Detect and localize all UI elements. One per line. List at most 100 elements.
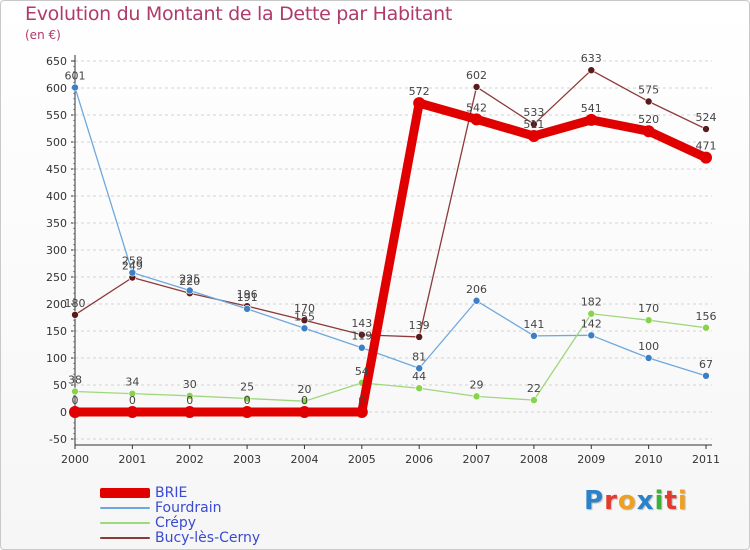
- data-label: 258: [122, 255, 143, 268]
- data-point: [243, 305, 251, 313]
- data-label: 220: [179, 275, 200, 288]
- data-label: 25: [240, 381, 254, 394]
- data-point: [71, 387, 79, 396]
- x-tick-label: 2010: [635, 453, 663, 466]
- x-tick-label: 2002: [176, 453, 204, 466]
- x-tick-label: 2000: [61, 453, 89, 466]
- proxiti-logo: Proxiti: [584, 486, 688, 516]
- data-point: [587, 309, 596, 318]
- data-point: [415, 333, 423, 341]
- data-label: 142: [581, 317, 602, 330]
- legend-label: Crépy: [155, 514, 197, 531]
- y-tick-label: 550: [46, 109, 67, 122]
- data-label: 572: [409, 85, 430, 98]
- data-point: [243, 394, 251, 403]
- data-label: 170: [294, 302, 315, 315]
- data-point: [298, 406, 311, 418]
- chart-subtitle: (en €): [25, 28, 61, 42]
- data-label: 225: [179, 273, 200, 286]
- logo-letter: r: [604, 486, 618, 516]
- legend-label: BRIE: [155, 484, 188, 501]
- data-point: [702, 125, 710, 133]
- logo-letter: P: [584, 486, 605, 516]
- x-tick-label: 2006: [405, 453, 433, 466]
- data-label: 81: [412, 350, 426, 363]
- data-label: 206: [466, 283, 487, 296]
- data-label: 180: [65, 297, 86, 310]
- data-point: [128, 389, 137, 398]
- data-label: 0: [244, 394, 251, 407]
- data-label: 0: [186, 394, 193, 407]
- data-point: [702, 323, 710, 332]
- data-point: [415, 364, 423, 373]
- chart-legend: BRIE Fourdrain Crépy Bucy-lès-Cerny: [100, 484, 261, 546]
- data-label: 155: [294, 310, 315, 323]
- x-tick-label: 2009: [577, 453, 605, 466]
- data-label: 139: [409, 319, 430, 332]
- logo-letter: x: [636, 486, 655, 516]
- data-point: [355, 406, 368, 418]
- data-point: [472, 392, 481, 401]
- data-point: [530, 120, 538, 128]
- x-tick-label: 2004: [290, 453, 318, 466]
- data-point: [644, 354, 653, 362]
- data-label: 182: [581, 296, 602, 309]
- data-label: 38: [68, 373, 82, 386]
- data-label: 511: [523, 118, 544, 131]
- data-point: [472, 296, 481, 305]
- data-label: 156: [696, 310, 717, 323]
- data-label: 542: [466, 101, 487, 114]
- data-point: [413, 97, 426, 110]
- data-label: 520: [638, 113, 659, 126]
- chart-title: Evolution du Montant de la Dette par Hab…: [25, 3, 453, 25]
- y-tick-label: 500: [46, 136, 67, 149]
- data-point: [241, 406, 254, 418]
- x-tick-label: 2011: [692, 453, 720, 466]
- data-point: [415, 384, 423, 393]
- legend-swatch: [100, 506, 150, 509]
- y-tick-label: 100: [46, 352, 67, 365]
- data-point: [587, 66, 596, 74]
- legend-item: Fourdrain: [100, 500, 260, 516]
- y-tick-label: 600: [46, 82, 67, 95]
- data-label: 249: [122, 260, 143, 273]
- legend-item: Crépy: [100, 514, 260, 531]
- logo-letter: o: [617, 486, 637, 516]
- legend-item: Bucy-lès-Cerny: [100, 529, 261, 546]
- series-line-BRIE: [70, 98, 711, 417]
- legend-swatch: [100, 487, 150, 498]
- series-line-Bucy-lès-Cerny: [74, 69, 707, 338]
- data-label: 471: [696, 140, 717, 153]
- data-point: [470, 113, 483, 126]
- data-point: [530, 396, 538, 404]
- data-point: [644, 316, 653, 325]
- data-label: 633: [581, 52, 602, 65]
- y-tick-label: 300: [46, 244, 67, 257]
- data-label: 30: [183, 378, 197, 391]
- data-label: 533: [523, 106, 544, 119]
- y-tick-label: 650: [46, 55, 67, 68]
- y-tick-label: 150: [46, 325, 67, 338]
- data-label: 524: [696, 111, 717, 124]
- data-point: [358, 330, 366, 339]
- legend-swatch: [100, 536, 150, 539]
- data-label: 191: [237, 291, 258, 304]
- data-label: 29: [470, 378, 484, 391]
- y-tick-label: 350: [46, 217, 67, 230]
- data-label: 119: [351, 330, 372, 343]
- data-label: 54: [355, 365, 369, 378]
- y-tick-label: -50: [49, 433, 67, 446]
- legend-label: Bucy-lès-Cerny: [155, 529, 261, 546]
- legend-swatch: [100, 521, 150, 524]
- data-point: [128, 268, 137, 277]
- data-point: [300, 397, 309, 406]
- data-label: 196: [237, 288, 258, 301]
- x-tick-label: 2005: [348, 453, 376, 466]
- x-tick-label: 2007: [463, 453, 491, 466]
- data-point: [71, 83, 79, 92]
- data-point: [69, 406, 81, 418]
- data-point: [300, 324, 309, 333]
- data-label: 541: [581, 102, 602, 115]
